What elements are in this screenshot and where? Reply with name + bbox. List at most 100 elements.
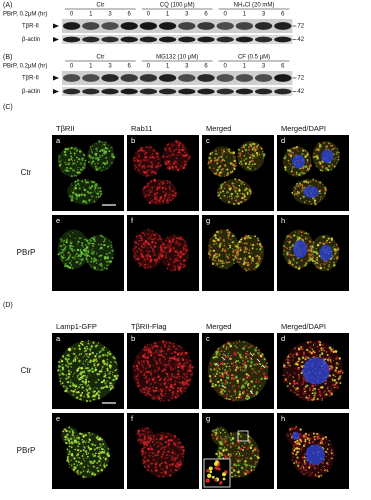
puncta [228, 376, 230, 379]
puncta [314, 355, 316, 358]
puncta [306, 170, 308, 172]
puncta [88, 154, 91, 157]
puncta [79, 383, 82, 386]
puncta [77, 388, 78, 390]
puncta [243, 345, 246, 348]
column-label: Merged/DAPI [281, 124, 326, 133]
puncta [255, 168, 257, 170]
puncta [257, 382, 260, 384]
puncta [232, 467, 234, 469]
puncta [311, 471, 313, 474]
puncta [159, 359, 161, 360]
row-label: PBrP [17, 446, 36, 455]
puncta [301, 356, 305, 359]
puncta [151, 186, 154, 189]
puncta [175, 160, 178, 163]
puncta [177, 444, 180, 446]
puncta [112, 371, 114, 373]
puncta [219, 374, 222, 378]
puncta [223, 262, 225, 264]
puncta [219, 263, 221, 264]
puncta [94, 163, 96, 165]
puncta [240, 238, 243, 241]
puncta [140, 360, 143, 363]
column-label: Rab11 [131, 124, 153, 133]
puncta [321, 167, 323, 169]
puncta [67, 251, 70, 254]
puncta [162, 243, 166, 246]
puncta [218, 440, 220, 442]
puncta [295, 441, 298, 444]
puncta [251, 153, 255, 157]
puncta [170, 195, 173, 197]
puncta [108, 386, 110, 388]
puncta [170, 362, 172, 364]
puncta [172, 356, 175, 360]
puncta [295, 147, 298, 150]
puncta [232, 397, 234, 399]
puncta [96, 372, 99, 376]
puncta [102, 443, 105, 446]
puncta [220, 231, 222, 233]
puncta [241, 370, 244, 372]
puncta [174, 437, 176, 439]
image-bg [277, 215, 349, 291]
puncta [226, 267, 228, 269]
puncta [314, 392, 317, 395]
puncta [213, 254, 216, 257]
puncta [225, 346, 228, 348]
puncta [177, 453, 180, 456]
puncta [328, 377, 330, 378]
puncta [171, 144, 174, 147]
puncta [159, 351, 162, 354]
puncta [226, 188, 228, 190]
puncta [181, 148, 184, 152]
puncta [153, 377, 156, 380]
puncta [219, 432, 222, 434]
puncta [266, 376, 269, 378]
puncta [334, 253, 336, 255]
puncta [337, 363, 340, 366]
puncta [301, 383, 304, 386]
puncta [156, 186, 158, 188]
puncta [229, 246, 232, 249]
puncta [89, 460, 92, 463]
puncta [67, 167, 69, 169]
puncta [78, 354, 80, 357]
puncta [160, 349, 164, 353]
puncta [236, 460, 240, 463]
puncta [73, 159, 76, 162]
puncta [248, 445, 250, 448]
puncta [87, 369, 90, 373]
puncta [186, 153, 188, 155]
puncta [255, 262, 258, 265]
puncta [329, 360, 331, 362]
puncta [97, 378, 100, 381]
puncta [317, 195, 319, 197]
puncta [208, 256, 211, 258]
puncta [340, 369, 343, 372]
puncta [330, 348, 333, 351]
puncta [180, 253, 183, 256]
puncta [160, 471, 163, 474]
puncta [263, 377, 267, 380]
puncta [72, 468, 76, 471]
puncta [235, 464, 238, 467]
puncta [72, 359, 75, 361]
puncta [162, 359, 164, 362]
puncta [83, 370, 85, 372]
puncta [308, 394, 310, 397]
puncta [164, 254, 167, 257]
subpanel-letter: f [131, 414, 134, 423]
puncta [286, 240, 288, 242]
puncta [257, 392, 259, 394]
puncta [97, 260, 99, 262]
puncta [306, 466, 308, 468]
puncta [70, 158, 73, 161]
puncta [154, 241, 157, 245]
puncta [220, 351, 222, 353]
puncta [290, 154, 292, 156]
puncta [68, 463, 70, 465]
puncta [87, 441, 90, 443]
